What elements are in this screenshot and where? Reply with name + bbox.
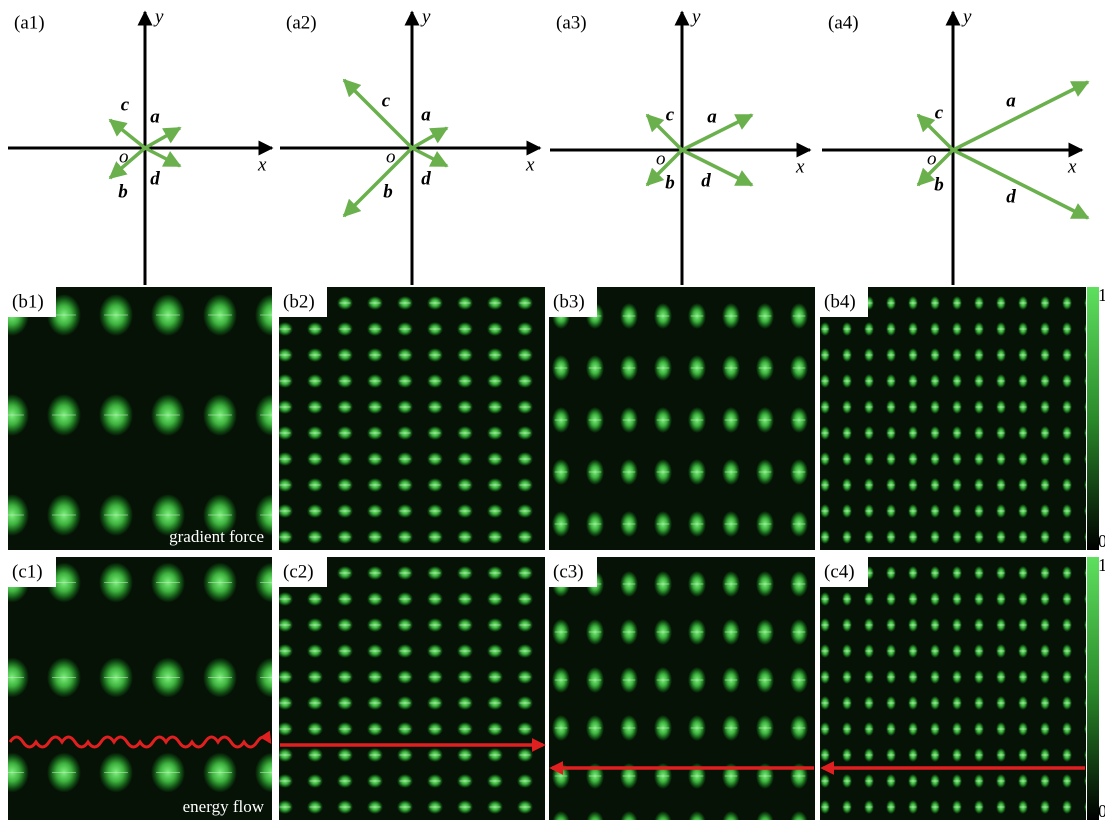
vector-arrow <box>344 148 412 216</box>
y-axis-label: y <box>690 6 701 27</box>
colorbar <box>1087 287 1099 550</box>
vector-label: b <box>383 181 393 202</box>
colorbar-min: 0 <box>1098 531 1105 551</box>
figure: (a1)xyoabcd(a2)xyoabcd(a3)xyoabcd(a4)xyo… <box>0 0 1105 822</box>
vector-label: b <box>118 181 128 202</box>
y-axis-label: y <box>153 6 164 27</box>
colorbar-max: 1 <box>1098 555 1105 575</box>
panel-label: (c2) <box>283 561 314 582</box>
vector-label: a <box>1006 90 1016 111</box>
vector-label: d <box>421 168 431 189</box>
vector-label: d <box>1006 186 1016 207</box>
vector-label: c <box>935 102 944 123</box>
field-image <box>279 287 545 550</box>
field-image <box>8 287 272 550</box>
vector-arrow <box>145 148 180 166</box>
field-image <box>549 557 815 820</box>
panel-label: (c1) <box>12 561 43 582</box>
x-axis-label: x <box>525 154 535 175</box>
vector-arrow <box>682 115 752 150</box>
y-axis-label: y <box>420 6 431 27</box>
colorbar-max: 1 <box>1098 285 1105 305</box>
vector-label: d <box>150 168 160 189</box>
vector-arrow <box>953 82 1088 150</box>
x-axis-label: x <box>795 156 805 177</box>
panel-label: (b2) <box>283 291 315 312</box>
x-axis-label: x <box>1067 156 1077 177</box>
vector-label: a <box>150 106 160 127</box>
colorbar-min: 0 <box>1098 801 1105 821</box>
panel-label: (a4) <box>828 12 859 33</box>
panel-label: (b3) <box>553 291 585 312</box>
vector-arrow <box>412 128 447 148</box>
field-image <box>279 557 545 820</box>
vector-arrow <box>647 115 682 150</box>
annotation: energy flow <box>183 797 265 816</box>
vector-label: b <box>665 172 675 193</box>
vector-label: c <box>121 94 130 115</box>
panel-label: (c4) <box>824 561 855 582</box>
vector-label: b <box>934 174 944 195</box>
vector-label: a <box>707 106 717 127</box>
annotation: gradient force <box>169 527 264 546</box>
panel-label: (c3) <box>553 561 584 582</box>
x-axis-label: x <box>257 154 267 175</box>
vector-arrow <box>145 128 180 148</box>
vector-label: a <box>421 104 431 125</box>
vector-arrow <box>110 120 145 148</box>
panel-label: (a3) <box>556 12 587 33</box>
panel-label: (a1) <box>14 12 45 33</box>
y-axis-label: y <box>961 6 972 27</box>
vector-label: c <box>666 104 675 125</box>
panel-label: (b4) <box>824 291 856 312</box>
panel-label: (b1) <box>12 291 44 312</box>
vector-arrow <box>412 148 447 166</box>
vector-arrow <box>344 80 412 148</box>
vector-label: c <box>382 90 391 111</box>
vector-label: d <box>701 170 711 191</box>
colorbar <box>1087 557 1099 820</box>
panel-label: (a2) <box>286 12 317 33</box>
field-image <box>820 557 1086 820</box>
field-image <box>549 287 815 550</box>
vector-arrow <box>682 150 752 185</box>
field-image <box>820 287 1086 550</box>
field-image <box>8 557 272 820</box>
